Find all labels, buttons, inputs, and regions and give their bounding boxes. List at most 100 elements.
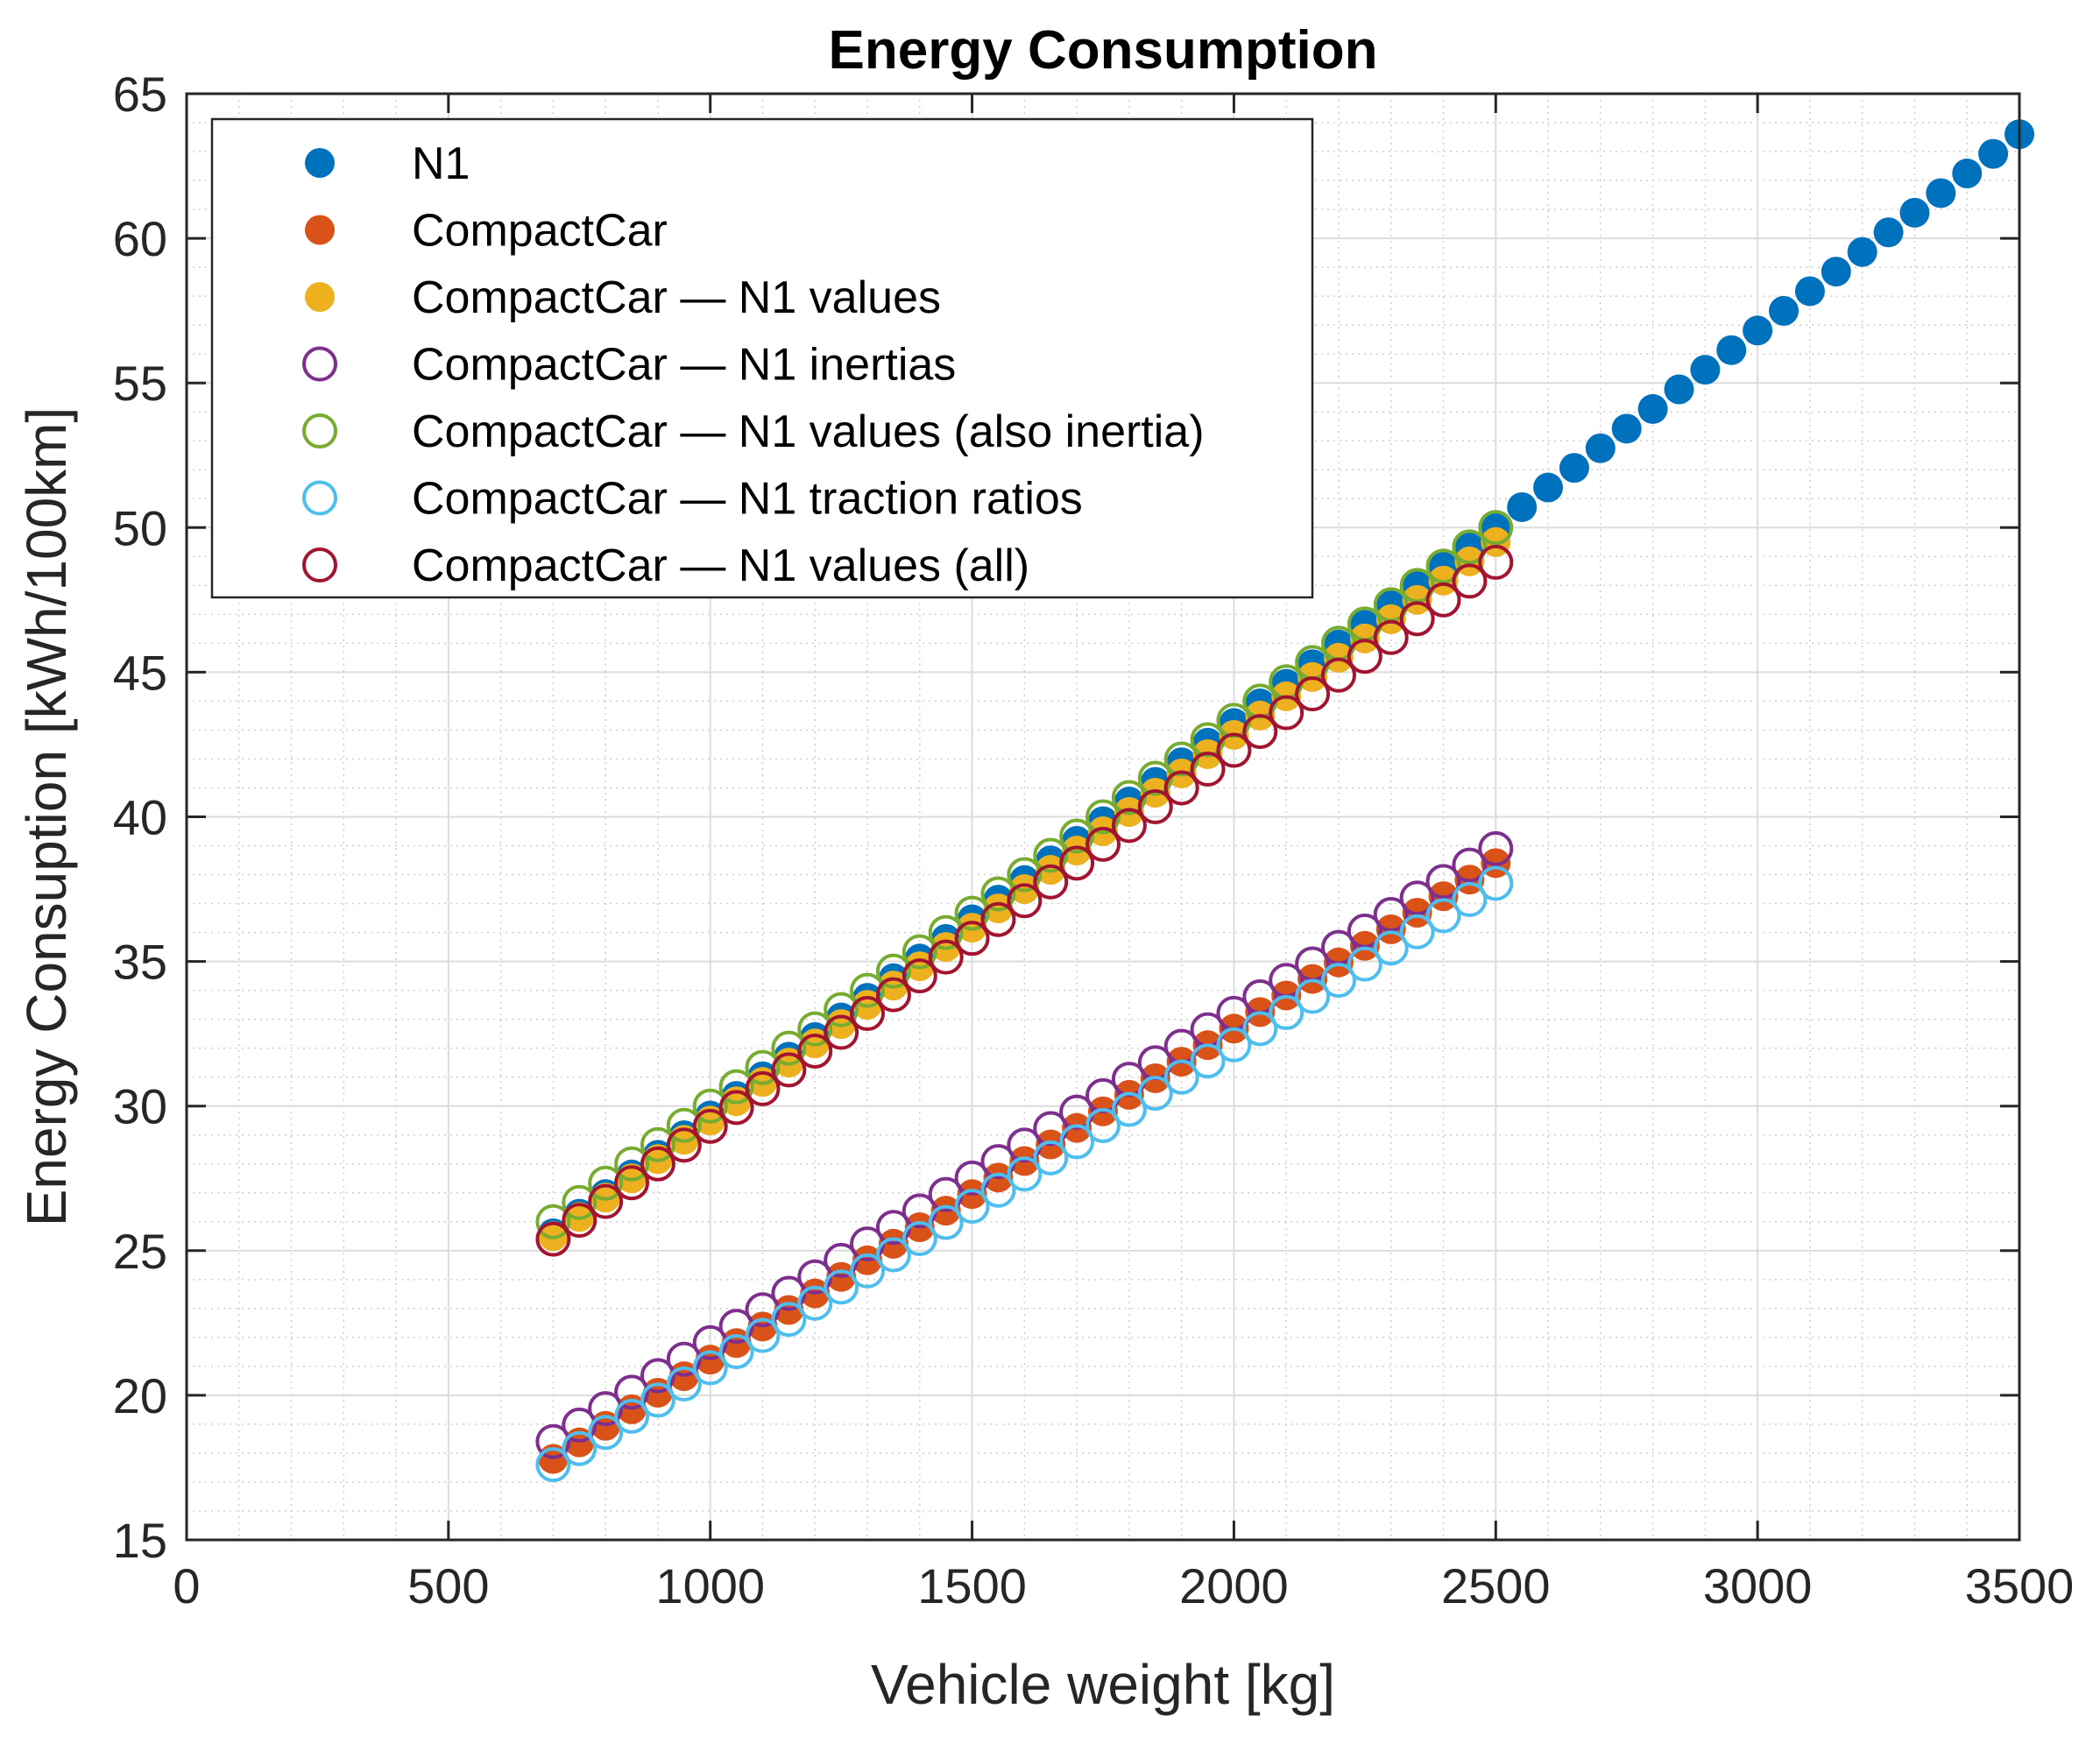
data-point (1452, 563, 1488, 599)
data-point (1637, 393, 1668, 424)
data-point (1085, 1107, 1121, 1143)
data-point (1559, 453, 1589, 484)
data-point (902, 958, 937, 994)
legend-label: N1 (412, 138, 470, 189)
data-point (850, 996, 886, 1032)
data-point (1478, 830, 1514, 866)
data-point (1533, 472, 1564, 503)
data-point (1347, 639, 1382, 674)
data-point (692, 1088, 728, 1124)
data-point (1507, 491, 1538, 522)
data-point (1059, 1124, 1095, 1160)
data-point (562, 1184, 597, 1220)
data-point (771, 1030, 807, 1066)
data-point (1425, 864, 1461, 900)
data-point (614, 1374, 650, 1410)
data-point (1425, 582, 1461, 618)
data-point (640, 1126, 675, 1162)
tick-labels: 0 500 1000 1500 2000 2500 3000 3500 15 20 25 30 35 40… (113, 67, 2075, 1613)
data-point (535, 1204, 571, 1239)
y-tick-label: 25 (113, 1224, 167, 1279)
legend-label: CompactCar — N1 values (all) (412, 540, 1029, 591)
legend-entry: CompactCar — N1 traction ratios (302, 474, 1083, 525)
data-point (1007, 857, 1043, 893)
series-6 (535, 544, 1514, 1257)
legend-marker (302, 480, 337, 516)
data-point (692, 1108, 728, 1144)
data-point (718, 1090, 754, 1126)
x-tick-label: 2000 (1179, 1558, 1289, 1613)
data-point (902, 934, 937, 970)
data-point (1425, 898, 1461, 934)
data-point (771, 1052, 807, 1088)
data-point (1190, 752, 1226, 787)
legend-label: CompactCar — N1 inertias (412, 340, 956, 391)
data-point (588, 1391, 624, 1427)
legend-marker (305, 215, 335, 245)
y-tick-label: 40 (113, 790, 167, 845)
data-point (718, 1309, 754, 1345)
data-point (1743, 315, 1773, 346)
y-axis-label: Energy Consuption [kWh/100km] (15, 407, 78, 1227)
data-point (850, 1253, 886, 1289)
data-point (902, 1221, 937, 1257)
data-point (1137, 1076, 1173, 1112)
data-point (1085, 826, 1121, 862)
data-point (1163, 770, 1199, 806)
data-point (1216, 1027, 1252, 1063)
data-point (771, 1302, 807, 1338)
data-point (797, 1285, 833, 1321)
data-point (1452, 529, 1488, 565)
y-tick-label: 15 (113, 1513, 167, 1568)
legend-marker (302, 413, 337, 448)
data-point (1847, 237, 1877, 267)
legend: N1 CompactCar CompactCar — N1 values Compac… (210, 117, 1314, 599)
data-point (640, 1358, 675, 1394)
data-point (666, 1366, 702, 1402)
data-point (954, 921, 990, 957)
y-tick-label: 60 (113, 211, 167, 266)
data-point (666, 1341, 702, 1377)
legend-entry: CompactCar — N1 values (also inertia) (302, 406, 1205, 457)
data-point (1664, 374, 1694, 405)
data-point (1794, 276, 1825, 307)
data-point (1295, 978, 1331, 1014)
data-point (1690, 355, 1721, 385)
data-point (1163, 1059, 1199, 1095)
data-point (535, 1423, 571, 1459)
data-point (1111, 1091, 1147, 1127)
legend-box (210, 117, 1314, 599)
y-tick-label: 55 (113, 356, 167, 411)
data-point (1769, 295, 1799, 326)
data-point (1399, 914, 1435, 950)
data-point (1059, 818, 1095, 854)
data-point (875, 1237, 911, 1273)
data-point (1399, 601, 1435, 637)
y-tick-label: 35 (113, 935, 167, 990)
legend-entry: N1 (305, 138, 470, 189)
data-point (666, 1127, 702, 1163)
legend-label: CompactCar (412, 206, 668, 257)
minor-grid (187, 94, 2019, 1540)
y-tick-label: 30 (113, 1079, 167, 1134)
data-point (718, 1069, 754, 1105)
data-point (1952, 159, 1983, 189)
data-point (692, 1324, 728, 1360)
series-4 (535, 510, 1514, 1239)
data-point (745, 1317, 781, 1353)
x-tick-label: 2500 (1441, 1558, 1551, 1613)
legend-label: CompactCar — N1 values (also inertia) (412, 406, 1205, 457)
data-point (980, 1172, 1016, 1208)
data-point (1033, 837, 1069, 873)
data-point (1347, 946, 1382, 982)
data-point (1478, 510, 1514, 546)
data-point (797, 1033, 833, 1069)
legend-entry: CompactCar — N1 inertias (302, 340, 956, 391)
series-5 (535, 865, 1514, 1483)
data-point (1111, 780, 1147, 816)
data-point (1821, 257, 1851, 287)
data-point (824, 992, 859, 1027)
data-point (928, 939, 964, 975)
legend-label: CompactCar — N1 traction ratios (412, 474, 1083, 525)
data-point (562, 1203, 597, 1239)
